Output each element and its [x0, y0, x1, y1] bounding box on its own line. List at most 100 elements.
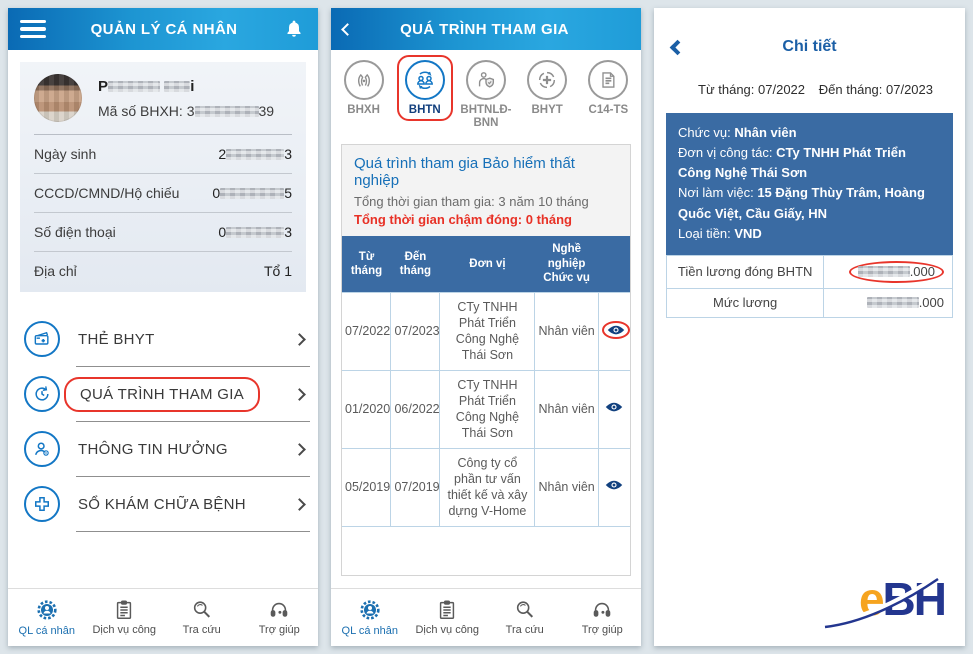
table-row: 07/2022 07/2023 CTy TNHH Phát Triển Công… — [342, 291, 630, 371]
info-row-address: Địa chỉ Tổ 1 — [34, 263, 292, 279]
nav-item-tra-cuu[interactable]: Tra cứu — [486, 589, 564, 646]
cell-from: 01/2020 — [342, 369, 392, 449]
page-title: QUẢN LÝ CÁ NHÂN — [90, 20, 238, 38]
page-title: Chi tiết — [782, 38, 837, 55]
menu-item-label: THÔNG TIN HƯỞNG — [78, 440, 228, 458]
summary-total: Tổng thời gian tham gia: 3 năm 10 tháng — [354, 194, 589, 210]
eye-icon — [606, 402, 623, 412]
cell-role: Nhân viên — [534, 447, 599, 527]
cell-unit: CTy TNHH Phát Triển Công Nghệ Thái Sơn — [439, 369, 536, 449]
menu-item-so-kham-chua-benh[interactable]: SỔ KHÁM CHỮA BỆNH — [8, 477, 318, 531]
gear-person-icon — [360, 600, 380, 620]
salary-row-value: .000 — [823, 254, 953, 289]
bell-icon[interactable] — [282, 19, 306, 39]
eye-view-button[interactable] — [605, 479, 623, 491]
redacted-code — [194, 105, 259, 117]
history-icon — [24, 376, 60, 412]
table-header-row: Từ tháng Đến tháng Đơn vị Nghề nghiệp Chứ… — [342, 236, 630, 293]
cell-to: 07/2023 — [390, 291, 441, 371]
nav-item-dich-vu-cong[interactable]: Dịch vụ công — [409, 589, 487, 646]
salary-row-label: Tiền lương đóng BHTN — [665, 254, 825, 289]
tab-bhtnld-bnn[interactable]: BHTNLĐ-BNN — [455, 60, 516, 130]
col-header-to: Đến tháng — [390, 236, 440, 293]
menu-item-qua-trinh-tham-gia[interactable]: QUÁ TRÌNH THAM GIA — [8, 367, 318, 421]
chevron-right-icon — [293, 442, 306, 456]
headset-icon — [593, 602, 611, 617]
nav-label: Trợ giúp — [258, 624, 300, 636]
person-shield-icon — [465, 60, 506, 100]
nav-label: QL cá nhân — [18, 625, 75, 637]
menu-item-thong-tin-huong[interactable]: THÔNG TIN HƯỞNG — [8, 422, 318, 476]
profile-name: P i — [98, 77, 195, 95]
medical-cross-icon — [24, 486, 60, 522]
eye-view-button[interactable] — [605, 401, 623, 413]
detail-header: Chi tiết — [654, 8, 965, 56]
info-line-unit: Đơn vị công tác: CTy TNHH Phát Triển Côn… — [678, 145, 906, 181]
tab-bhtn[interactable]: BHTN — [394, 55, 455, 130]
eye-view-button[interactable] — [601, 321, 630, 340]
nav-item-tro-giup[interactable]: Trợ giúp — [241, 589, 319, 646]
back-icon[interactable] — [669, 39, 686, 58]
cell-actions — [597, 369, 630, 449]
hands-icon — [343, 60, 384, 100]
table-row: 05/2019 07/2019 Công ty cổ phần tư vấn t… — [342, 447, 630, 527]
nav-item-tra-cuu[interactable]: Tra cứu — [163, 589, 241, 646]
nav-label: Tra cứu — [505, 624, 544, 636]
bottom-nav: QL cá nhân Dịch vụ công Tra cứu — [8, 588, 318, 646]
gear-person-icon — [37, 600, 57, 620]
nav-item-ql-ca-nhan[interactable]: QL cá nhân — [331, 589, 409, 646]
col-header-actions — [598, 236, 630, 293]
document-icon — [588, 60, 629, 100]
tab-label: C14-TS — [588, 104, 629, 116]
nav-label: Trợ giúp — [581, 624, 623, 636]
tab-bhyt[interactable]: BHYT — [517, 60, 578, 130]
page-title: QUÁ TRÌNH THAM GIA — [400, 20, 569, 38]
participation-process-screen: QUÁ TRÌNH THAM GIA BHXH — [331, 8, 641, 646]
tab-bhxh[interactable]: BHXH — [333, 60, 394, 130]
salary-table: Tiền lương đóng BHTN .000 Mức lương .000 — [665, 254, 953, 318]
menu-item-the-bhyt[interactable]: THẺ BHYT — [8, 312, 318, 366]
table-row: Mức lương .000 — [665, 287, 953, 318]
redacted-amount — [857, 265, 910, 277]
participation-summary: Quá trình tham gia Bảo hiểm thất nghiệp … — [342, 145, 630, 237]
red-highlight-box: BHTN — [396, 55, 453, 122]
redacted-value — [220, 188, 285, 199]
from-month: Từ tháng: 07/2022 — [698, 82, 806, 97]
employment-info-box: Chức vụ: Nhân viên Đơn vị công tác: CTy … — [666, 113, 953, 255]
redacted-value — [226, 149, 285, 160]
nav-item-ql-ca-nhan[interactable]: QL cá nhân — [8, 589, 86, 646]
redacted-name — [164, 80, 191, 92]
nav-item-dich-vu-cong[interactable]: Dịch vụ công — [86, 589, 164, 646]
chevron-right-icon — [293, 497, 306, 511]
menu-item-label: QUÁ TRÌNH THAM GIA — [64, 376, 295, 412]
nav-label: QL cá nhân — [341, 625, 398, 637]
bottom-nav: QL cá nhân Dịch vụ công Tra cứu — [331, 588, 641, 646]
ebh-logo: eBH — [805, 564, 947, 634]
headset-icon — [270, 602, 288, 617]
cell-from: 07/2022 — [342, 291, 392, 371]
medical-plus-icon — [527, 60, 568, 100]
cell-to: 07/2019 — [390, 447, 441, 527]
search-icon — [193, 601, 210, 618]
tab-c14-ts[interactable]: C14-TS — [578, 60, 639, 130]
chevron-right-icon — [293, 387, 306, 401]
red-circled-value: .000 — [848, 260, 944, 283]
insurance-tabs: BHXH BHTN — [331, 50, 641, 132]
app-header: QUÁ TRÌNH THAM GIA — [331, 8, 641, 50]
menu-item-label: THẺ BHYT — [78, 330, 155, 348]
table-row: 01/2020 06/2022 CTy TNHH Phát Triển Công… — [342, 369, 630, 449]
nav-item-tro-giup[interactable]: Trợ giúp — [564, 589, 642, 646]
hamburger-menu-icon[interactable] — [20, 19, 46, 39]
clipboard-icon — [117, 600, 132, 619]
chevron-right-icon — [293, 332, 306, 346]
search-icon — [516, 601, 533, 618]
health-card-icon — [24, 321, 60, 357]
redacted-value — [226, 227, 285, 238]
cell-to: 06/2022 — [390, 369, 441, 449]
cell-actions — [597, 447, 630, 527]
info-line-position: Chức vụ: Nhân viên — [678, 125, 797, 140]
